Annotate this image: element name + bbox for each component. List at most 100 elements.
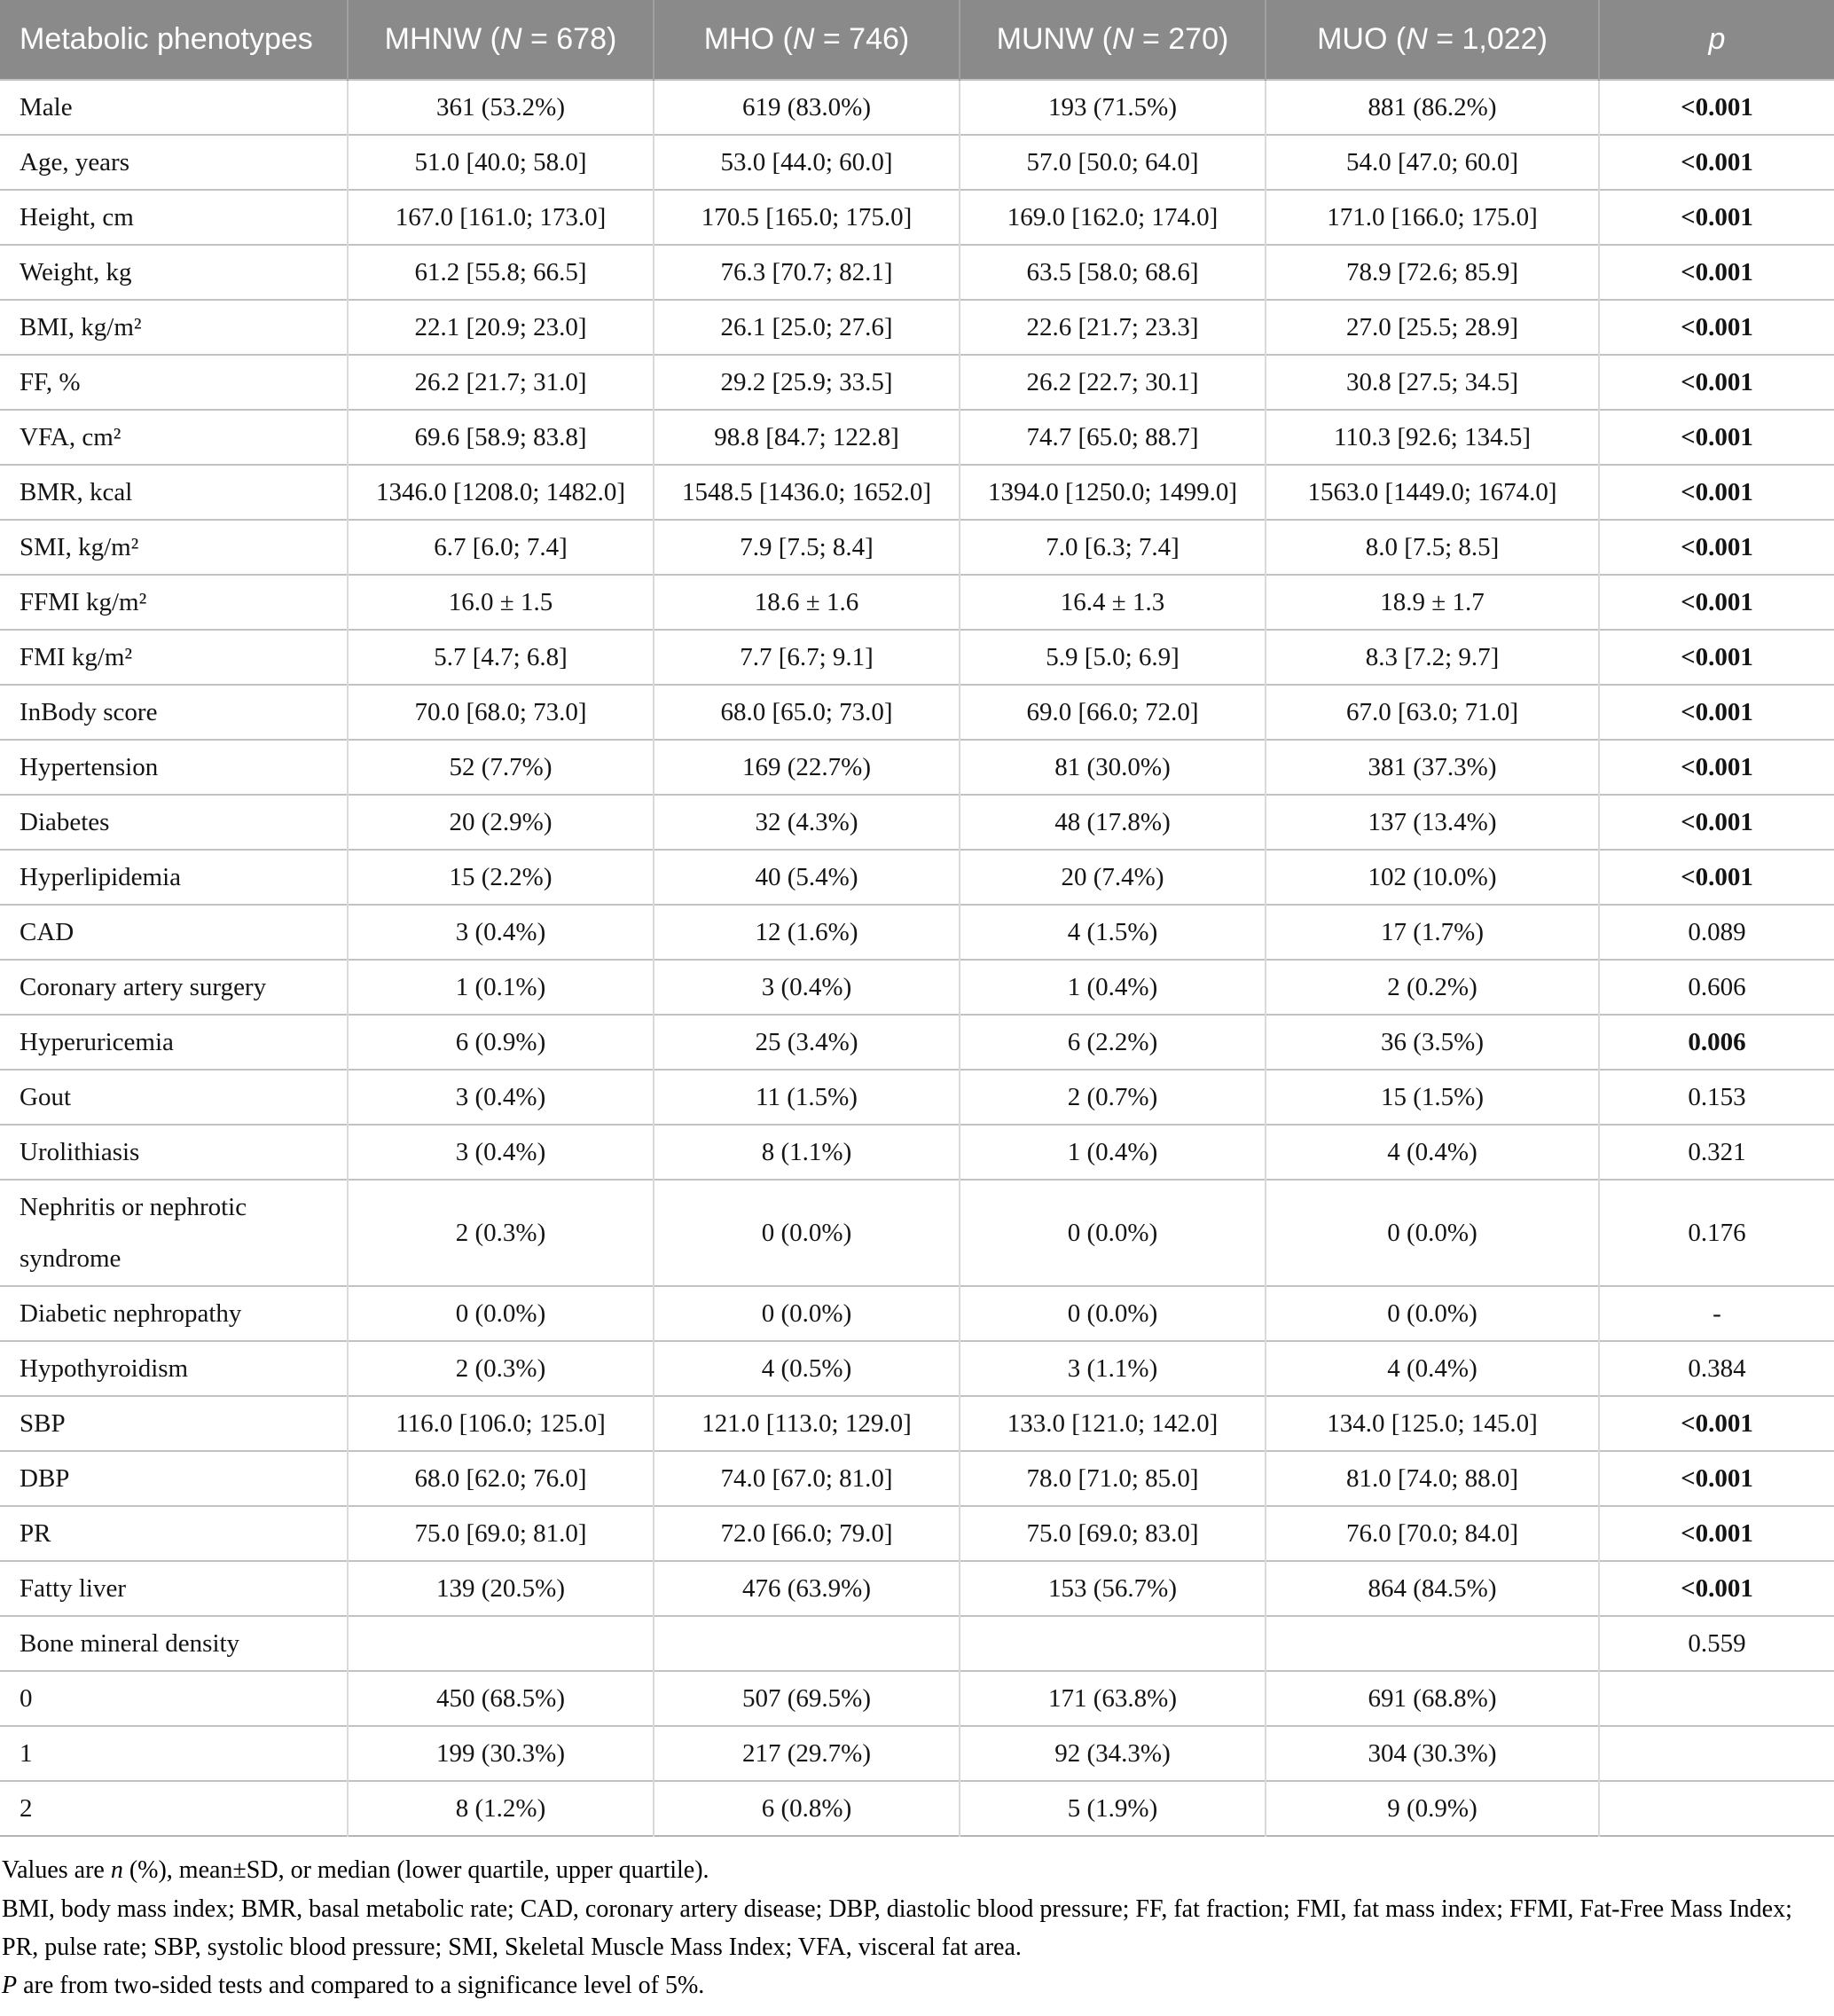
table-row: 1 199 (30.3%) 217 (29.7%) 92 (34.3%) 304… — [0, 1725, 1834, 1782]
value-muo: 17 (1.7%) — [1265, 904, 1599, 961]
value-munw: 75.0 [69.0; 83.0] — [959, 1505, 1266, 1562]
row-label: BMR, kcal — [0, 464, 348, 521]
value-mhnw: 22.1 [20.9; 23.0] — [347, 299, 654, 356]
p-value: <0.001 — [1598, 79, 1834, 136]
value-mho: 26.1 [25.0; 27.6] — [653, 299, 960, 356]
footnote-values: Values are n (%), mean±SD, or median (lo… — [2, 1851, 1829, 1889]
value-mho: 98.8 [84.7; 122.8] — [653, 409, 960, 466]
p-value: <0.001 — [1598, 409, 1834, 466]
value-munw: 133.0 [121.0; 142.0] — [959, 1395, 1266, 1452]
value-mho: 0 (0.0%) — [653, 1285, 960, 1342]
value-munw: 22.6 [21.7; 23.3] — [959, 299, 1266, 356]
row-label: Gout — [0, 1069, 348, 1126]
value-muo: 381 (37.3%) — [1265, 739, 1599, 796]
value-munw: 4 (1.5%) — [959, 904, 1266, 961]
value-mhnw: 26.2 [21.7; 31.0] — [347, 354, 654, 411]
value-mho: 169 (22.7%) — [653, 739, 960, 796]
value-munw: 16.4 ± 1.3 — [959, 574, 1266, 631]
table-row: Hypertension 52 (7.7%) 169 (22.7%) 81 (3… — [0, 739, 1834, 796]
value-mho: 68.0 [65.0; 73.0] — [653, 684, 960, 741]
value-munw: 1394.0 [1250.0; 1499.0] — [959, 464, 1266, 521]
value-mho: 76.3 [70.7; 82.1] — [653, 244, 960, 301]
value-munw: 57.0 [50.0; 64.0] — [959, 134, 1266, 191]
table-row: Hypothyroidism 2 (0.3%) 4 (0.5%) 3 (1.1%… — [0, 1340, 1834, 1397]
header-metabolic-phenotypes: Metabolic phenotypes — [0, 0, 348, 81]
row-label: 2 — [0, 1780, 348, 1837]
value-munw: 2 (0.7%) — [959, 1069, 1266, 1126]
p-value: <0.001 — [1598, 299, 1834, 356]
p-value: <0.001 — [1598, 849, 1834, 906]
footnote-n-italic: n — [110, 1856, 123, 1885]
value-mhnw: 1 (0.1%) — [347, 959, 654, 1016]
value-muo: 9 (0.9%) — [1265, 1780, 1599, 1837]
value-mhnw: 6.7 [6.0; 7.4] — [347, 519, 654, 576]
value-munw: 81 (30.0%) — [959, 739, 1266, 796]
value-munw: 169.0 [162.0; 174.0] — [959, 189, 1266, 246]
table-row: FFMI kg/m² 16.0 ± 1.5 18.6 ± 1.6 16.4 ± … — [0, 574, 1834, 631]
header-row: Metabolic phenotypes MHNW (N = 678) MHO … — [0, 0, 1834, 81]
value-mhnw: 2 (0.3%) — [347, 1179, 654, 1287]
value-mho: 74.0 [67.0; 81.0] — [653, 1450, 960, 1507]
p-value: 0.153 — [1598, 1069, 1834, 1126]
value-munw: 69.0 [66.0; 72.0] — [959, 684, 1266, 741]
value-mho: 18.6 ± 1.6 — [653, 574, 960, 631]
metabolic-phenotypes-table: Metabolic phenotypes MHNW (N = 678) MHO … — [0, 0, 1834, 1838]
value-muo: 691 (68.8%) — [1265, 1670, 1599, 1727]
value-mhnw: 75.0 [69.0; 81.0] — [347, 1505, 654, 1562]
value-muo: 1563.0 [1449.0; 1674.0] — [1265, 464, 1599, 521]
value-muo: 4 (0.4%) — [1265, 1124, 1599, 1181]
value-muo: 134.0 [125.0; 145.0] — [1265, 1395, 1599, 1452]
row-label: InBody score — [0, 684, 348, 741]
table-row: InBody score 70.0 [68.0; 73.0] 68.0 [65.… — [0, 684, 1834, 741]
p-value: <0.001 — [1598, 354, 1834, 411]
p-value: <0.001 — [1598, 629, 1834, 686]
table-row: 0 450 (68.5%) 507 (69.5%) 171 (63.8%) 69… — [0, 1670, 1834, 1727]
value-mho: 7.7 [6.7; 9.1] — [653, 629, 960, 686]
value-mhnw: 2 (0.3%) — [347, 1340, 654, 1397]
value-munw — [959, 1615, 1266, 1672]
p-value: <0.001 — [1598, 134, 1834, 191]
p-value: <0.001 — [1598, 1395, 1834, 1452]
value-mhnw: 3 (0.4%) — [347, 904, 654, 961]
header-mho: MHO (N = 746) — [653, 0, 960, 81]
value-muo: 30.8 [27.5; 34.5] — [1265, 354, 1599, 411]
value-mhnw: 3 (0.4%) — [347, 1069, 654, 1126]
table-row: FMI kg/m² 5.7 [4.7; 6.8] 7.7 [6.7; 9.1] … — [0, 629, 1834, 686]
value-mho: 12 (1.6%) — [653, 904, 960, 961]
p-value: <0.001 — [1598, 574, 1834, 631]
value-mhnw: 361 (53.2%) — [347, 79, 654, 136]
table-row: Fatty liver 139 (20.5%) 476 (63.9%) 153 … — [0, 1560, 1834, 1617]
header-n-italic: N — [1406, 22, 1428, 56]
value-mhnw: 69.6 [58.9; 83.8] — [347, 409, 654, 466]
value-mho: 25 (3.4%) — [653, 1014, 960, 1071]
value-mho: 170.5 [165.0; 175.0] — [653, 189, 960, 246]
value-munw: 7.0 [6.3; 7.4] — [959, 519, 1266, 576]
value-mhnw: 116.0 [106.0; 125.0] — [347, 1395, 654, 1452]
row-label: DBP — [0, 1450, 348, 1507]
row-label: Urolithiasis — [0, 1124, 348, 1181]
value-muo: 0 (0.0%) — [1265, 1179, 1599, 1287]
header-text: = 746) — [814, 22, 910, 56]
row-label: FF, % — [0, 354, 348, 411]
row-label: Bone mineral density — [0, 1615, 348, 1672]
p-value: 0.384 — [1598, 1340, 1834, 1397]
value-mho: 6 (0.8%) — [653, 1780, 960, 1837]
value-munw: 1 (0.4%) — [959, 959, 1266, 1016]
p-value: <0.001 — [1598, 244, 1834, 301]
header-text: MUO ( — [1317, 22, 1407, 56]
header-p: p — [1598, 0, 1834, 81]
p-value: 0.089 — [1598, 904, 1834, 961]
value-mhnw: 51.0 [40.0; 58.0] — [347, 134, 654, 191]
p-value: <0.001 — [1598, 1450, 1834, 1507]
row-label: Hypothyroidism — [0, 1340, 348, 1397]
row-label: Hyperuricemia — [0, 1014, 348, 1071]
value-mhnw: 8 (1.2%) — [347, 1780, 654, 1837]
value-muo: 2 (0.2%) — [1265, 959, 1599, 1016]
p-value: <0.001 — [1598, 519, 1834, 576]
value-mhnw: 3 (0.4%) — [347, 1124, 654, 1181]
value-muo: 0 (0.0%) — [1265, 1285, 1599, 1342]
value-muo: 110.3 [92.6; 134.5] — [1265, 409, 1599, 466]
table-footnotes: Values are n (%), mean±SD, or median (lo… — [0, 1837, 1834, 2016]
table-row: Height, cm 167.0 [161.0; 173.0] 170.5 [1… — [0, 189, 1834, 246]
value-mhnw: 15 (2.2%) — [347, 849, 654, 906]
